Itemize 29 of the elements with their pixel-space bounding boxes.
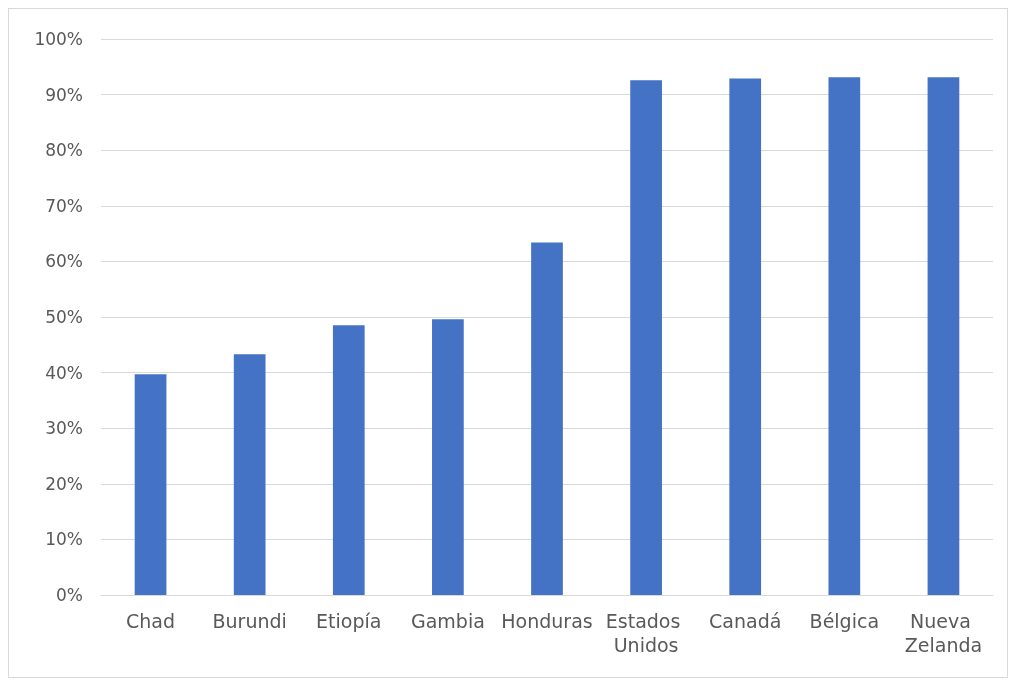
- bar: [828, 77, 861, 595]
- bar: [233, 354, 266, 595]
- x-tick-label: Nueva Zelanda: [904, 610, 983, 656]
- bar: [432, 319, 464, 595]
- x-tick-label: Chad: [126, 610, 176, 632]
- x-tick-label: Burundi: [212, 610, 287, 632]
- x-tick-label: Canadá: [709, 610, 782, 632]
- bar: [332, 325, 365, 595]
- x-tick-label: Gambia: [410, 610, 485, 632]
- x-tick-label: Honduras: [501, 610, 593, 632]
- y-tick-label: 80%: [45, 140, 83, 161]
- y-tick-label: 20%: [45, 473, 83, 494]
- y-tick-label: 40%: [45, 362, 83, 383]
- x-tick-label: Etiopía: [316, 610, 382, 632]
- y-tick-label: 60%: [45, 251, 83, 272]
- y-tick-label: 70%: [45, 195, 83, 216]
- y-tick-label: 30%: [45, 418, 83, 439]
- bar: [630, 80, 662, 595]
- bar: [134, 374, 167, 595]
- bar: [531, 242, 563, 595]
- y-tick-label: 90%: [45, 84, 83, 105]
- y-tick-label: 10%: [45, 529, 83, 550]
- x-tick-label: Bélgica: [809, 610, 880, 632]
- bar: [927, 77, 960, 595]
- y-tick-label: 50%: [45, 307, 83, 327]
- bar: [729, 78, 762, 595]
- x-tick-label: Estados Unidos: [605, 610, 687, 656]
- y-tick-label: 100%: [34, 29, 83, 49]
- y-tick-label: 0%: [56, 585, 83, 605]
